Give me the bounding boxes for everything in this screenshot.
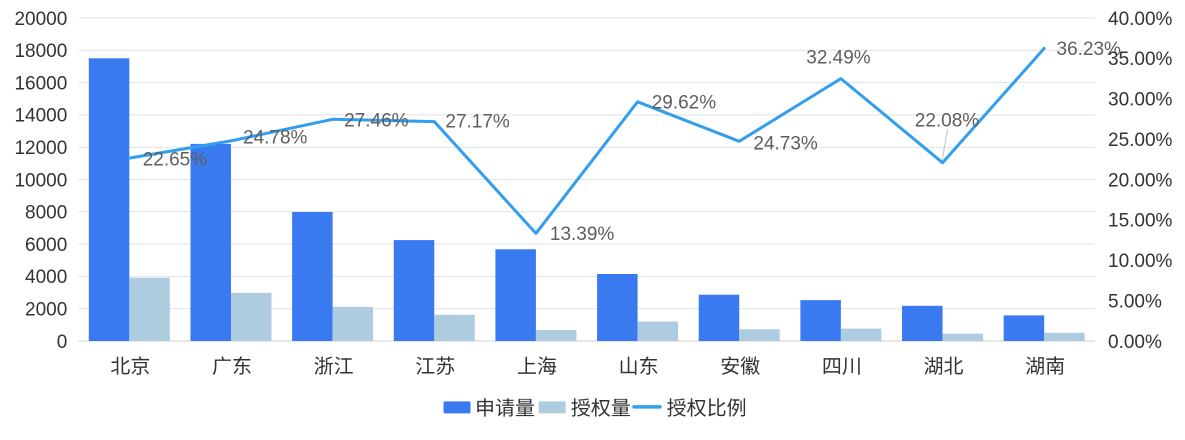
svg-text:15.00%: 15.00% (1108, 211, 1173, 232)
svg-text:0: 0 (57, 332, 68, 353)
svg-text:40.00%: 40.00% (1108, 9, 1173, 30)
svg-text:5.00%: 5.00% (1108, 291, 1162, 312)
svg-text:29.62%: 29.62% (652, 93, 717, 114)
svg-text:8000: 8000 (25, 203, 67, 224)
svg-text:0.00%: 0.00% (1108, 332, 1162, 353)
svg-text:20.00%: 20.00% (1108, 170, 1173, 191)
svg-text:35.00%: 35.00% (1108, 49, 1173, 70)
svg-text:2000: 2000 (25, 300, 67, 321)
svg-text:25.00%: 25.00% (1108, 130, 1173, 151)
svg-text:16000: 16000 (14, 73, 67, 94)
svg-text:22.65%: 22.65% (143, 149, 208, 170)
svg-text:13.39%: 13.39% (550, 224, 615, 245)
svg-text:10.00%: 10.00% (1108, 251, 1173, 272)
svg-text:12000: 12000 (14, 138, 67, 159)
svg-text:6000: 6000 (25, 235, 67, 256)
svg-text:32.49%: 32.49% (806, 48, 871, 69)
svg-text:14000: 14000 (14, 106, 67, 127)
svg-text:27.46%: 27.46% (344, 110, 409, 131)
svg-text:36.23%: 36.23% (1057, 39, 1122, 60)
svg-text:30.00%: 30.00% (1108, 90, 1173, 111)
svg-text:18000: 18000 (14, 41, 67, 62)
svg-text:22.08%: 22.08% (915, 110, 980, 131)
svg-text:4000: 4000 (25, 267, 67, 288)
svg-text:10000: 10000 (14, 170, 67, 191)
svg-text:24.78%: 24.78% (243, 127, 308, 148)
svg-text:20000: 20000 (14, 9, 67, 30)
svg-text:27.17%: 27.17% (445, 111, 510, 132)
svg-text:24.73%: 24.73% (753, 134, 818, 155)
